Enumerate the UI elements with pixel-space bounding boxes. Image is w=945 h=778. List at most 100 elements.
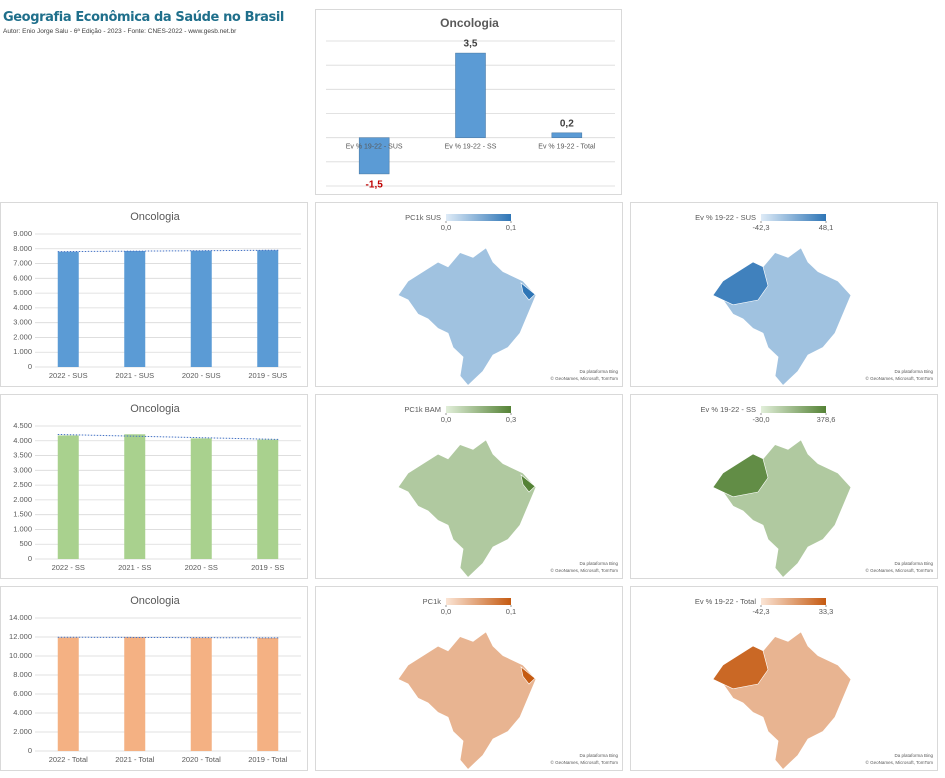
attribution: © GeoNames, Microsoft, TomTom xyxy=(866,759,934,765)
legend-title: PC1k SUS xyxy=(405,213,441,222)
attribution: Da plataforma Bing xyxy=(894,369,933,374)
y-tick-label: 1.000 xyxy=(13,524,32,533)
legend-max: 0,1 xyxy=(506,607,516,616)
bar xyxy=(257,637,279,751)
value-label: 3,5 xyxy=(464,39,478,50)
y-tick-label: 4.500 xyxy=(13,421,32,430)
y-tick-label: 2.000 xyxy=(13,332,32,341)
attribution: Da plataforma Bing xyxy=(894,753,933,758)
y-tick-label: 12.000 xyxy=(9,632,32,641)
x-tick-label: 2020 - SUS xyxy=(182,371,221,380)
map-region xyxy=(712,261,769,306)
page-subtitle: Autor: Enio Jorge Salu - 6ª Edição - 202… xyxy=(3,28,237,35)
x-tick-label: 2021 - Total xyxy=(115,755,154,764)
legend-max: 33,3 xyxy=(819,607,834,616)
bar xyxy=(190,438,212,559)
bar-chart-panel: Oncologia 0 2.000 4.000 6.000 8.000 10.000 12.0… xyxy=(0,586,308,771)
map-country xyxy=(397,631,537,771)
bar-chart-panel: Oncologia 0 500 1.000 1.500 2.000 2.500 3.000 3.… xyxy=(0,394,308,579)
bar xyxy=(190,250,212,367)
y-tick-label: 2.000 xyxy=(13,495,32,504)
legend-title: Ev % 19-22 - SUS xyxy=(695,213,756,222)
legend-max: 0,3 xyxy=(506,415,516,424)
map-region xyxy=(712,645,769,690)
map-panel: Ev % 19-22 - SS -30,0 378,6 Da plataforma B… xyxy=(630,394,938,579)
x-tick-label: 2022 - SUS xyxy=(49,371,88,380)
panel-svg: Oncologia 0 500 1.000 1.500 2.000 2.500 3.000 3.… xyxy=(13,403,301,572)
map-region xyxy=(520,282,536,301)
legend-max: 0,1 xyxy=(506,223,516,232)
y-tick-label: 1.500 xyxy=(13,510,32,519)
legend-min: -30,0 xyxy=(752,415,769,424)
map-region xyxy=(712,453,769,498)
legend-title: Ev % 19-22 - Total xyxy=(695,597,756,606)
legend-min: -42,3 xyxy=(752,607,769,616)
map-panel: Ev % 19-22 - SUS -42,3 48,1 Da plataforma B… xyxy=(630,202,938,387)
map-panel: PC1k 0,0 0,1 Da plataforma Bing © GeoNames, … xyxy=(315,586,623,771)
y-tick-label: 0 xyxy=(28,746,32,755)
bar xyxy=(57,435,79,559)
y-tick-label: 7.000 xyxy=(13,259,32,268)
map-panel: Ev % 19-22 - Total -42,3 33,3 Da plataforma… xyxy=(630,586,938,771)
legend-title: PC1k xyxy=(423,597,442,606)
legend-min: 0,0 xyxy=(441,607,451,616)
value-label: 0,2 xyxy=(560,118,574,129)
map-country xyxy=(712,631,852,771)
x-tick-label: 2021 - SS xyxy=(118,563,151,572)
y-tick-label: 8.000 xyxy=(13,244,32,253)
y-tick-label: 3.500 xyxy=(13,451,32,460)
x-tick-label: Ev % 19-22 - SUS xyxy=(346,144,403,151)
x-tick-label: 2020 - Total xyxy=(182,755,221,764)
y-tick-label: 0 xyxy=(28,362,32,371)
y-tick-label: 3.000 xyxy=(13,465,32,474)
y-tick-label: 4.000 xyxy=(13,303,32,312)
bar xyxy=(455,52,486,138)
value-label: -1,5 xyxy=(366,180,384,191)
y-tick-label: 5.000 xyxy=(13,288,32,297)
trendline xyxy=(57,249,279,253)
panel-svg: Ev % 19-22 - Total-42,3 33,3 Da plataforma… xyxy=(695,597,934,771)
attribution: © GeoNames, Microsoft, TomTom xyxy=(551,375,619,381)
chart-title: Oncologia xyxy=(130,403,180,415)
map-country xyxy=(397,247,537,387)
page-title: Geografia Econômica da Saúde no Brasil xyxy=(3,10,284,25)
legend-max: 378,6 xyxy=(817,415,836,424)
x-tick-label: Ev % 19-22 - Total xyxy=(538,144,596,151)
legend-gradient xyxy=(761,406,826,413)
bar xyxy=(124,250,146,367)
bar xyxy=(257,250,279,367)
map-region xyxy=(520,474,536,493)
trendline xyxy=(57,636,279,639)
chart-title: Oncologia xyxy=(130,211,180,223)
x-tick-label: 2020 - SS xyxy=(185,563,218,572)
panel-svg: Oncologia 0 2.000 4.000 6.000 8.000 10.000 12.0… xyxy=(9,595,301,764)
map-country xyxy=(712,439,852,579)
chart-title: Oncologia xyxy=(130,595,180,607)
y-tick-label: 2.500 xyxy=(13,480,32,489)
bar xyxy=(124,434,146,559)
y-tick-label: 6.000 xyxy=(13,689,32,698)
x-tick-label: 2019 - SS xyxy=(251,563,284,572)
bar-chart-panel: Oncologia 0 1.000 2.000 3.000 4.000 5.000 6.000… xyxy=(0,202,308,387)
chart-title: Oncologia xyxy=(440,16,499,30)
x-tick-label: 2021 - SUS xyxy=(115,371,154,380)
legend-gradient xyxy=(761,598,826,605)
bar xyxy=(124,637,146,751)
x-tick-label: 2022 - SS xyxy=(52,563,85,572)
panel-svg: Ev % 19-22 - SS-30,0 378,6 Da plataforma B… xyxy=(701,405,933,579)
map-panel: PC1k BAM 0,0 0,3 Da plataforma Bing © GeoNam… xyxy=(315,394,623,579)
x-tick-label: Ev % 19-22 - SS xyxy=(445,144,497,151)
y-tick-label: 6.000 xyxy=(13,273,32,282)
panel-svg: Oncologia 0 1.000 2.000 3.000 4.000 5.000 6.000… xyxy=(13,211,301,380)
y-tick-label: 4.000 xyxy=(13,708,32,717)
attribution: Da plataforma Bing xyxy=(579,561,618,566)
panel-svg: Ev % 19-22 - SUS-42,3 48,1 Da plataforma B… xyxy=(695,213,933,387)
legend-gradient xyxy=(446,598,511,605)
bar xyxy=(358,137,390,175)
y-tick-label: 3.000 xyxy=(13,318,32,327)
attribution: Da plataforma Bing xyxy=(579,753,618,758)
map-country xyxy=(397,439,537,579)
attribution: Da plataforma Bing xyxy=(894,561,933,566)
legend-title: Ev % 19-22 - SS xyxy=(701,405,756,414)
